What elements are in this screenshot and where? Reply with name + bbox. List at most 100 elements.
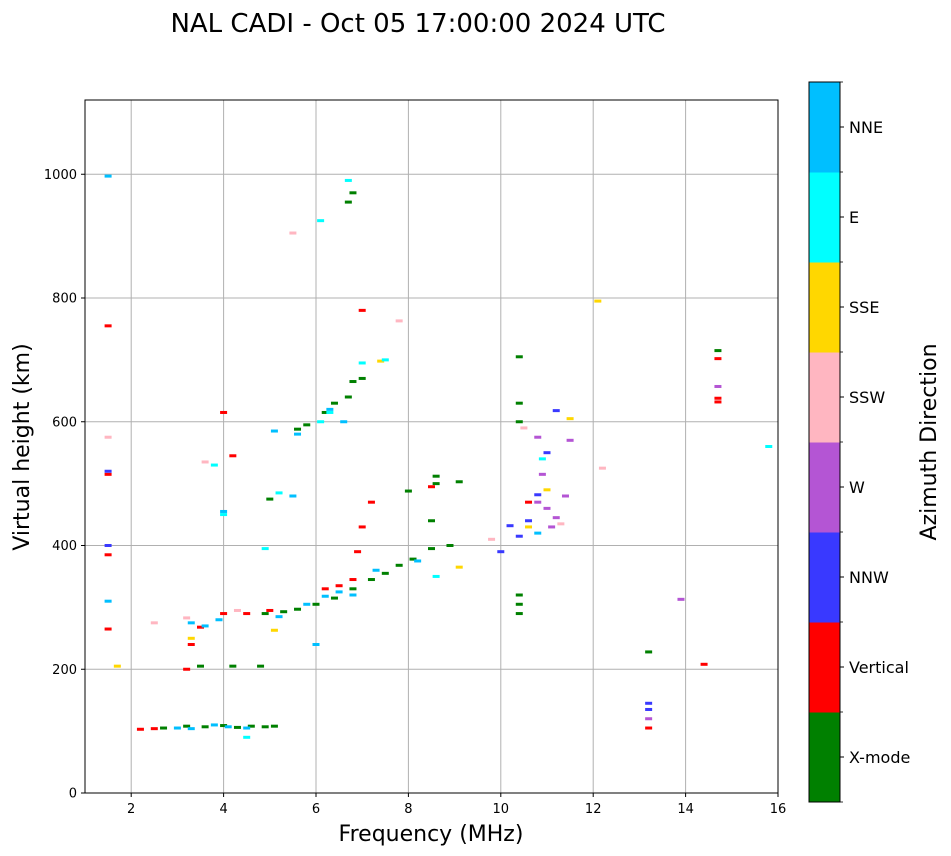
colorbar-tick-label: X-mode [849, 748, 910, 767]
echo-point-nne [534, 531, 542, 535]
y-tick-label: 400 [52, 539, 77, 554]
echo-point-nnw [552, 409, 560, 413]
grid-lines [85, 100, 778, 793]
echo-point-vertical [220, 612, 228, 616]
echo-point-nne [210, 723, 218, 727]
echo-point-vertical [104, 627, 112, 631]
echo-point-nne [104, 174, 112, 178]
y-tick-label: 800 [52, 292, 77, 307]
echo-point-nne [215, 618, 223, 622]
colorbar-tick-label: SSW [849, 388, 885, 407]
echo-point-x-mode [395, 563, 403, 567]
echo-point-vertical [243, 612, 251, 616]
echo-point-ssw [395, 319, 403, 323]
echo-point-nnw [515, 534, 523, 538]
echo-point-x-mode [515, 355, 523, 359]
colorbar-swatch-nnw [809, 532, 840, 623]
echo-point-nne [201, 624, 209, 628]
echo-point-nnw [497, 550, 505, 554]
echo-point-x-mode [409, 557, 417, 561]
x-tick-label: 16 [770, 802, 787, 817]
echo-point-x-mode [515, 612, 523, 616]
echo-point-x-mode [515, 420, 523, 424]
colorbar-label: Azimuth Direction [917, 343, 942, 540]
colorbar-swatch-vertical [809, 622, 840, 713]
echo-point-x-mode [247, 724, 255, 728]
echo-point-nne [270, 429, 278, 433]
echo-point-x-mode [294, 427, 302, 431]
echo-point-x-mode [330, 596, 338, 600]
colorbar-swatch-sse [809, 262, 840, 353]
echo-point-x-mode [344, 200, 352, 204]
colorbar-tick-label: Vertical [849, 658, 909, 677]
echo-point-vertical [104, 472, 112, 476]
x-tick-label: 10 [493, 802, 510, 817]
colorbar: X-mode Vertical NNW W SSW SSE E NNE [808, 81, 910, 803]
echo-point-nnw [534, 493, 542, 497]
echo-point-ssw [104, 435, 112, 439]
echo-point-vertical [266, 608, 274, 612]
echo-point-x-mode [349, 587, 357, 591]
colorbar-tick-label: NNW [849, 568, 889, 587]
echo-point-w [552, 516, 560, 520]
colorbar-tick-label: NNE [849, 118, 883, 137]
echo-point-x-mode [432, 482, 440, 486]
echo-point-nne [224, 725, 232, 729]
echo-point-sse [543, 488, 551, 492]
echo-point-x-mode [330, 401, 338, 405]
echo-point-vertical [645, 726, 653, 730]
echo-point-sse [270, 628, 278, 632]
colorbar-ticks: X-mode Vertical NNW W SSW SSE E NNE [840, 81, 910, 803]
echo-point-x-mode [294, 607, 302, 611]
x-tick-label: 4 [219, 802, 227, 817]
colorbar-tick-label: W [849, 478, 865, 497]
y-axis-label: Virtual height (km) [10, 343, 35, 550]
echo-point-ssw [150, 621, 158, 625]
echo-point-nnw [104, 469, 112, 473]
echo-point-vertical [349, 578, 357, 582]
echo-point-w [561, 494, 569, 498]
echo-point-vertical [321, 587, 329, 591]
echo-point-nne [303, 602, 311, 606]
echo-point-e [381, 358, 389, 362]
echo-point-x-mode [201, 725, 209, 729]
chart-title: NAL CADI - Oct 05 17:00:00 2024 UTC [170, 9, 665, 39]
echo-point-w [645, 717, 653, 721]
echo-point-vertical [358, 308, 366, 312]
echo-point-w [534, 500, 542, 504]
echo-point-w [548, 525, 556, 529]
echo-point-x-mode [270, 724, 278, 728]
echo-point-e [220, 513, 228, 517]
x-tick-label: 8 [404, 802, 412, 817]
echo-point-vertical [136, 727, 144, 731]
colorbar-swatches [809, 82, 840, 803]
echo-point-x-mode [428, 519, 435, 523]
y-tick-label: 1000 [44, 168, 77, 183]
x-tick-label: 6 [312, 802, 320, 817]
echo-point-vertical [150, 727, 158, 731]
echo-point-nnw [543, 451, 551, 455]
colorbar-tick-label: E [849, 208, 859, 227]
echo-point-nnw [645, 701, 653, 705]
echo-point-e [432, 574, 440, 578]
colorbar-swatch-nne [809, 82, 840, 173]
echo-point-e [210, 463, 218, 467]
echo-point-e [765, 445, 773, 448]
echo-point-ssw [183, 616, 191, 620]
echo-point-e [243, 735, 251, 739]
echo-point-w [566, 438, 574, 442]
echo-point-nne [312, 643, 320, 646]
echo-point-vertical [354, 550, 362, 554]
echo-point-nne [335, 590, 343, 594]
echo-point-sse [525, 525, 533, 529]
colorbar-swatch-ssw [809, 352, 840, 443]
echo-point-w [538, 472, 546, 476]
echo-point-vertical [197, 625, 204, 629]
echo-point-x-mode [257, 664, 265, 668]
echo-point-sse [566, 417, 574, 421]
echo-point-vertical [183, 667, 191, 671]
echo-point-ssw [233, 608, 241, 612]
echo-point-x-mode [266, 497, 274, 501]
echo-point-x-mode [432, 474, 440, 478]
